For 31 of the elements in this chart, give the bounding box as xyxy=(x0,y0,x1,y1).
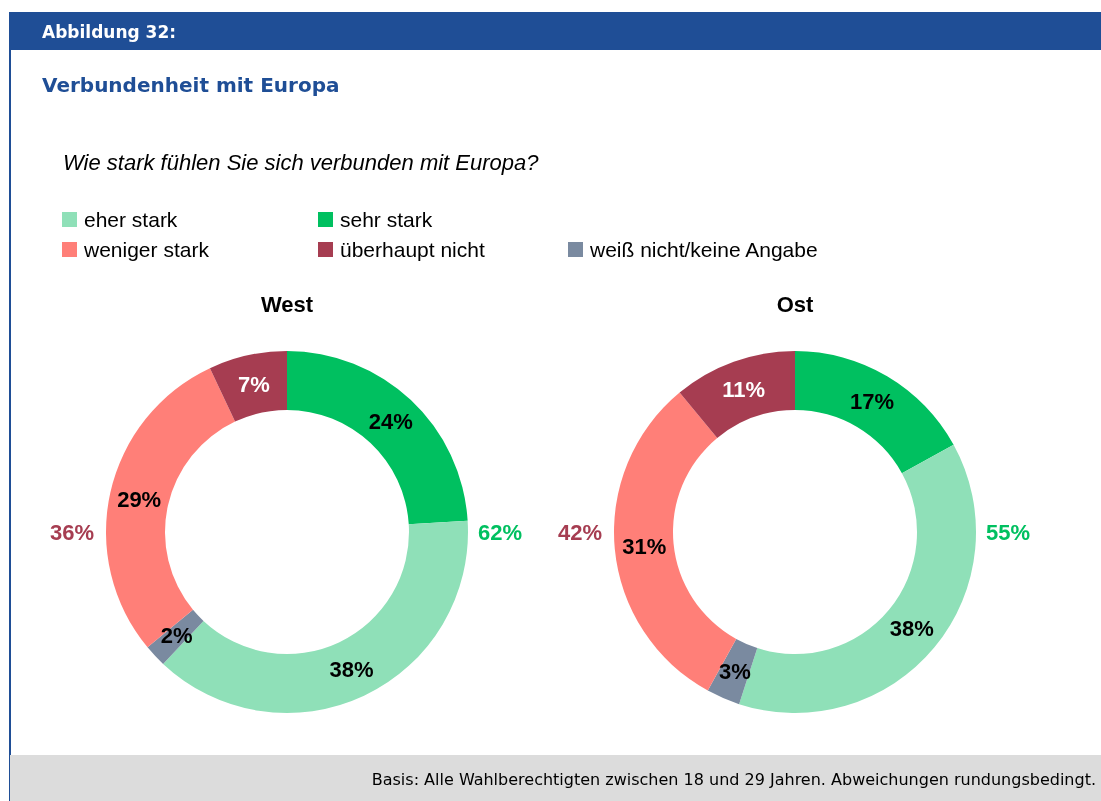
legend-label: eher stark xyxy=(84,208,178,232)
data-label: 3% xyxy=(718,658,751,684)
text: Abbildung 32: xyxy=(42,22,177,42)
chart-title: Ost xyxy=(776,292,814,317)
text: Verbundenheit mit Europa xyxy=(42,73,340,97)
donut-slice xyxy=(106,368,236,648)
donut-slice xyxy=(163,520,468,713)
data-label: 2% xyxy=(160,623,193,649)
text: 36% xyxy=(49,519,94,545)
legend-label: weniger stark xyxy=(83,238,210,262)
text: 42% xyxy=(557,519,602,545)
data-label: 24% xyxy=(368,409,413,435)
donut-slice xyxy=(209,351,287,422)
data-label: 29% xyxy=(117,486,162,512)
data-label: 38% xyxy=(329,656,374,682)
legend-label: überhaupt nicht xyxy=(340,238,485,262)
donut-slice xyxy=(795,351,954,474)
text: Wie stark fühlen Sie sich verbunden mit Europa? xyxy=(63,150,540,175)
legend-label: weiß nicht/keine Angabe xyxy=(589,238,818,262)
donut-slice xyxy=(679,351,795,438)
legend-label: sehr stark xyxy=(340,208,433,232)
data-label: 11% xyxy=(722,377,766,403)
data-label: 17% xyxy=(850,389,895,415)
data-label: 38% xyxy=(889,616,934,642)
donut-slice xyxy=(287,351,468,525)
data-label: 7% xyxy=(238,371,270,397)
text: 62% xyxy=(478,519,523,545)
text: Basis: Alle Wahlberechtigten zwischen 18 und 29 Jahren. Abweichungen rundungsbedingt. xyxy=(371,770,1096,789)
text: 55% xyxy=(986,519,1031,545)
text: West xyxy=(260,292,314,317)
data-label: 31% xyxy=(622,533,667,559)
